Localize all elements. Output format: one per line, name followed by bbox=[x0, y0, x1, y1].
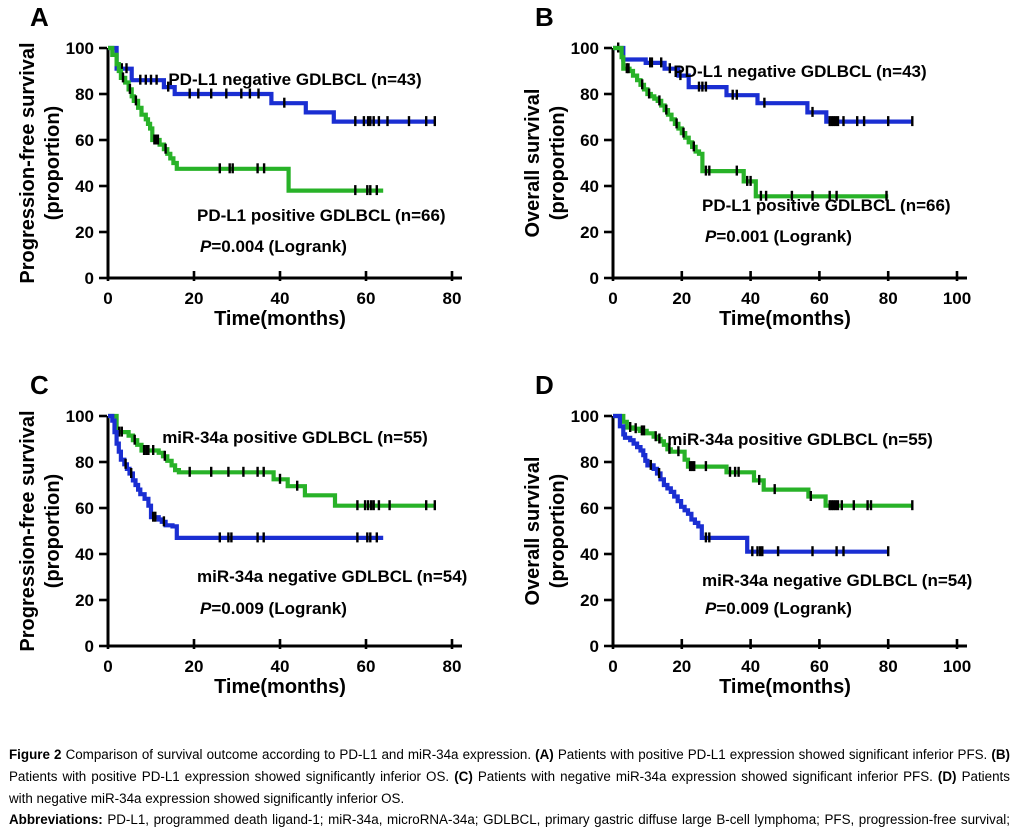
panel-c: C Progression-free survival (proportion)… bbox=[0, 368, 505, 736]
svg-text:60: 60 bbox=[810, 657, 829, 676]
svg-text:60: 60 bbox=[75, 131, 94, 150]
caption-seg-b-text: Patients with positive PD-L1 expression … bbox=[9, 768, 450, 784]
legend-top-label: miR-34a positive GDLBCL (n=55) bbox=[162, 428, 428, 447]
svg-text:0: 0 bbox=[590, 269, 599, 288]
svg-text:0: 0 bbox=[608, 289, 617, 308]
svg-text:100: 100 bbox=[571, 407, 599, 426]
svg-text:80: 80 bbox=[443, 657, 462, 676]
panel-c-letter: C bbox=[30, 370, 49, 400]
p-symbol: P bbox=[200, 237, 212, 256]
svg-text:40: 40 bbox=[741, 657, 760, 676]
svg-text:40: 40 bbox=[580, 177, 599, 196]
svg-text:0: 0 bbox=[103, 657, 112, 676]
svg-text:80: 80 bbox=[443, 289, 462, 308]
svg-text:60: 60 bbox=[580, 499, 599, 518]
svg-text:40: 40 bbox=[75, 545, 94, 564]
figure-caption: Figure 2 Comparison of survival outcome … bbox=[9, 744, 1010, 827]
svg-text:0: 0 bbox=[85, 637, 94, 656]
svg-text:40: 40 bbox=[271, 289, 290, 308]
svg-text:0: 0 bbox=[590, 637, 599, 656]
svg-text:0: 0 bbox=[103, 289, 112, 308]
panel-d-letter: D bbox=[535, 370, 554, 400]
svg-text:20: 20 bbox=[672, 289, 691, 308]
svg-text:100: 100 bbox=[943, 657, 971, 676]
km-plot-d: 0 20 40 60 80 100 0 20 40 60 80 100 bbox=[571, 407, 972, 676]
p-value-text: =0.001 (Logrank) bbox=[716, 227, 852, 246]
caption-seg-c-text: Patients with negative miR-34a expressio… bbox=[477, 768, 933, 784]
caption-seg-d-text: Patients with negative miR-34a expressio… bbox=[9, 768, 1010, 806]
svg-text:60: 60 bbox=[75, 499, 94, 518]
p-value-text: =0.009 (Logrank) bbox=[211, 599, 347, 618]
p-symbol: P bbox=[200, 599, 212, 618]
panel-a-letter: A bbox=[30, 2, 49, 32]
svg-text:80: 80 bbox=[879, 657, 898, 676]
abbreviations-text: PD-L1, programmed death ligand-1; miR-34… bbox=[107, 812, 1010, 827]
legend-top-label: PD-L1 negative GDLBCL (n=43) bbox=[168, 70, 422, 89]
p-symbol: P bbox=[705, 227, 717, 246]
caption-seg-b-label: (B) bbox=[991, 747, 1010, 762]
caption-intro: Comparison of survival outcome according… bbox=[65, 747, 532, 762]
abbreviations-label: Abbreviations: bbox=[9, 812, 103, 827]
legend-bottom-label: miR-34a negative GDLBCL (n=54) bbox=[702, 571, 973, 590]
legend-bottom-label: PD-L1 positive GDLBCL (n=66) bbox=[197, 206, 446, 225]
svg-text:80: 80 bbox=[75, 453, 94, 472]
caption-figure-label: Figure 2 bbox=[9, 747, 62, 762]
panel-d: D Overall survival (proportion) 0 20 40 60 8… bbox=[505, 368, 1019, 736]
svg-text:80: 80 bbox=[879, 289, 898, 308]
x-axis-label: Time(months) bbox=[214, 676, 346, 698]
svg-text:20: 20 bbox=[185, 289, 204, 308]
x-axis-label: Time(months) bbox=[719, 676, 851, 698]
p-value-text: =0.004 (Logrank) bbox=[211, 237, 347, 256]
caption-seg-d-label: (D) bbox=[937, 768, 957, 784]
panel-grid: A Progression-free survival (proportion)… bbox=[0, 0, 1019, 736]
svg-text:60: 60 bbox=[810, 289, 829, 308]
p-value: P=0.004 (Logrank) bbox=[200, 237, 347, 257]
x-axis-label: Time(months) bbox=[214, 308, 346, 330]
svg-text:40: 40 bbox=[580, 545, 599, 564]
svg-text:20: 20 bbox=[75, 591, 94, 610]
svg-text:60: 60 bbox=[357, 657, 376, 676]
legend-top-label: miR-34a positive GDLBCL (n=55) bbox=[667, 430, 933, 449]
km-plot-c: 0 20 40 60 80 100 0 20 40 60 80 bbox=[66, 407, 462, 676]
km-plot-a: 0 20 40 60 80 100 0 20 40 60 80 bbox=[66, 39, 462, 308]
p-value: P=0.001 (Logrank) bbox=[705, 227, 852, 247]
legend-bottom-label: PD-L1 positive GDLBCL (n=66) bbox=[702, 196, 951, 215]
caption-seg-c-label: (C) bbox=[454, 768, 473, 784]
svg-text:80: 80 bbox=[75, 85, 94, 104]
caption-main: Figure 2 Comparison of survival outcome … bbox=[9, 744, 1010, 809]
svg-text:80: 80 bbox=[580, 85, 599, 104]
legend-bottom-label: miR-34a negative GDLBCL (n=54) bbox=[197, 567, 468, 586]
svg-text:40: 40 bbox=[741, 289, 760, 308]
caption-abbreviations: Abbreviations: PD-L1, programmed death l… bbox=[9, 809, 1010, 827]
svg-text:20: 20 bbox=[672, 657, 691, 676]
panel-b: B Overall survival (proportion) 0 20 40 60 8… bbox=[505, 0, 1019, 368]
svg-text:20: 20 bbox=[580, 223, 599, 242]
panel-a: A Progression-free survival (proportion)… bbox=[0, 0, 505, 368]
p-symbol: P bbox=[705, 599, 717, 618]
svg-text:20: 20 bbox=[75, 223, 94, 242]
legend-top-label: PD-L1 negative GDLBCL (n=43) bbox=[673, 62, 927, 81]
caption-seg-a-label: (A) bbox=[535, 747, 554, 762]
svg-text:40: 40 bbox=[75, 177, 94, 196]
svg-text:20: 20 bbox=[185, 657, 204, 676]
svg-text:100: 100 bbox=[66, 39, 94, 58]
caption-seg-a-text: Patients with positive PD-L1 expression … bbox=[557, 747, 988, 762]
svg-text:0: 0 bbox=[85, 269, 94, 288]
svg-text:100: 100 bbox=[571, 39, 599, 58]
svg-text:100: 100 bbox=[943, 289, 971, 308]
svg-text:60: 60 bbox=[580, 131, 599, 150]
km-plot-b: 0 20 40 60 80 100 0 20 40 60 80 100 bbox=[571, 39, 972, 308]
p-value-text: =0.009 (Logrank) bbox=[716, 599, 852, 618]
svg-text:60: 60 bbox=[357, 289, 376, 308]
svg-text:20: 20 bbox=[580, 591, 599, 610]
svg-text:40: 40 bbox=[271, 657, 290, 676]
p-value: P=0.009 (Logrank) bbox=[705, 599, 852, 619]
p-value: P=0.009 (Logrank) bbox=[200, 599, 347, 619]
svg-text:80: 80 bbox=[580, 453, 599, 472]
svg-text:100: 100 bbox=[66, 407, 94, 426]
panel-b-letter: B bbox=[535, 2, 554, 32]
svg-text:0: 0 bbox=[608, 657, 617, 676]
x-axis-label: Time(months) bbox=[719, 308, 851, 330]
